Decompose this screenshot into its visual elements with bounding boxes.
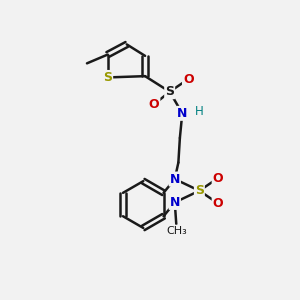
Text: O: O — [213, 172, 223, 184]
Text: O: O — [183, 73, 194, 85]
Text: N: N — [169, 172, 180, 185]
Text: S: S — [103, 71, 112, 84]
Text: O: O — [213, 197, 223, 210]
Text: S: S — [195, 184, 204, 197]
Text: N: N — [169, 196, 180, 209]
Text: CH₃: CH₃ — [166, 226, 187, 236]
Text: H: H — [194, 105, 203, 118]
Text: S: S — [165, 85, 174, 98]
Text: N: N — [177, 107, 188, 120]
Text: O: O — [149, 98, 159, 111]
